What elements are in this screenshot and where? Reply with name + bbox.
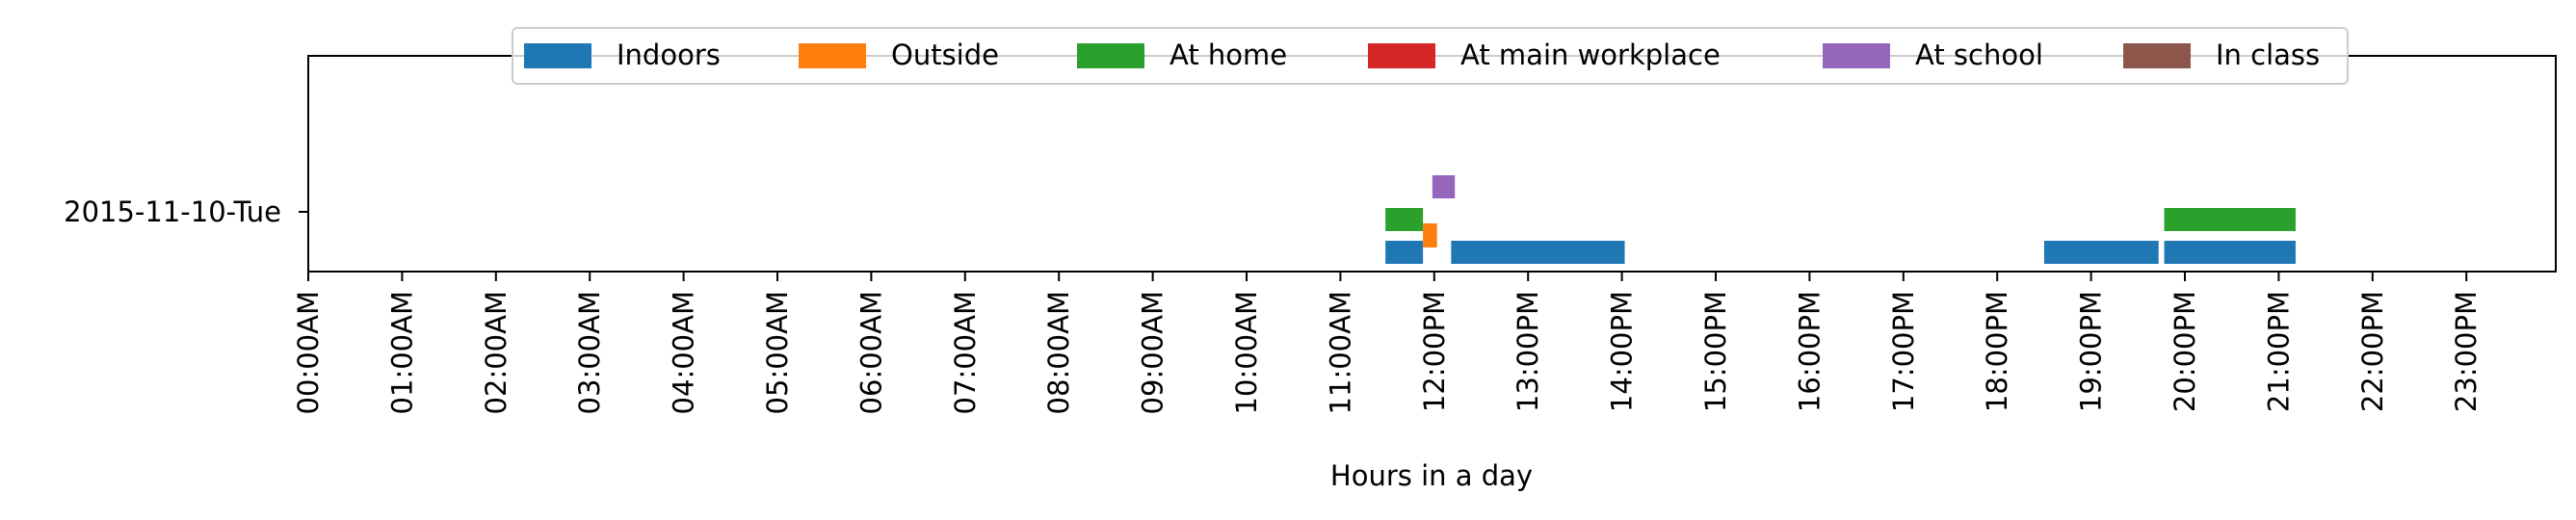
bar-at-home-1 [2164,208,2296,231]
x-tick-label: 23:00PM [2450,291,2483,412]
legend-label-at-home: At home [1170,39,1287,71]
x-axis: 00:00AM 01:00AM 02:00AM 03:00AM 04:00AM 05:00… [292,272,2483,414]
legend-label-outside: Outside [891,39,999,71]
legend: Indoors Outside At home At main workplace At… [512,27,2349,85]
x-tick-label: 09:00AM [1137,291,1170,414]
bar-at-home-0 [1385,208,1424,231]
legend-swatch-indoors [524,43,591,68]
bar-indoors-3 [2164,241,2296,264]
x-tick-label: 04:00AM [668,291,700,414]
legend-label-at-main-workplace: At main workplace [1460,39,1721,71]
x-tick-label: 14:00PM [1606,291,1639,412]
legend-swatch-at-school [1823,43,1890,68]
x-tick-label: 20:00PM [2169,291,2201,412]
x-tick-label: 07:00AM [949,291,982,414]
bars-layer [1385,175,2296,264]
x-tick-label: 22:00PM [2356,291,2389,412]
x-tick-label: 10:00AM [1230,291,1263,414]
legend-swatch-in-class [2123,43,2191,68]
y-tick-label: 2015-11-10-Tue [64,195,281,228]
x-tick-label: 16:00PM [1793,291,1826,412]
legend-swatch-outside [799,43,866,68]
bar-indoors-0 [1385,241,1424,264]
legend-swatch-at-main-workplace [1368,43,1435,68]
bar-indoors-1 [1451,241,1625,264]
y-axis: 2015-11-10-Tue [64,195,308,228]
x-tick-label: 00:00AM [292,291,325,414]
x-tick-label: 06:00AM [854,291,887,414]
x-tick-label: 01:00AM [385,291,418,414]
x-tick-label: 08:00AM [1042,291,1075,414]
legend-label-at-school: At school [1915,39,2043,71]
x-tick-label: 21:00PM [2262,291,2295,412]
x-tick-label: 05:00AM [761,291,794,414]
x-tick-label: 11:00AM [1324,291,1356,414]
x-tick-label: 18:00PM [1981,291,2013,412]
bar-at-school-0 [1432,175,1456,198]
x-tick-label: 03:00AM [573,291,606,414]
x-axis-label: Hours in a day [1330,459,1533,492]
x-tick-label: 15:00PM [1699,291,1732,412]
x-tick-label: 17:00PM [1887,291,1920,412]
x-tick-label: 13:00PM [1511,291,1544,412]
x-tick-label: 12:00PM [1418,291,1451,412]
legend-label-indoors: Indoors [617,39,721,71]
legend-swatch-at-home [1077,43,1144,68]
legend-label-in-class: In class [2216,39,2320,71]
bar-indoors-2 [2043,241,2159,264]
bar-outside-0 [1423,223,1437,247]
x-tick-label: 02:00AM [480,291,513,414]
x-tick-label: 19:00PM [2075,291,2108,412]
